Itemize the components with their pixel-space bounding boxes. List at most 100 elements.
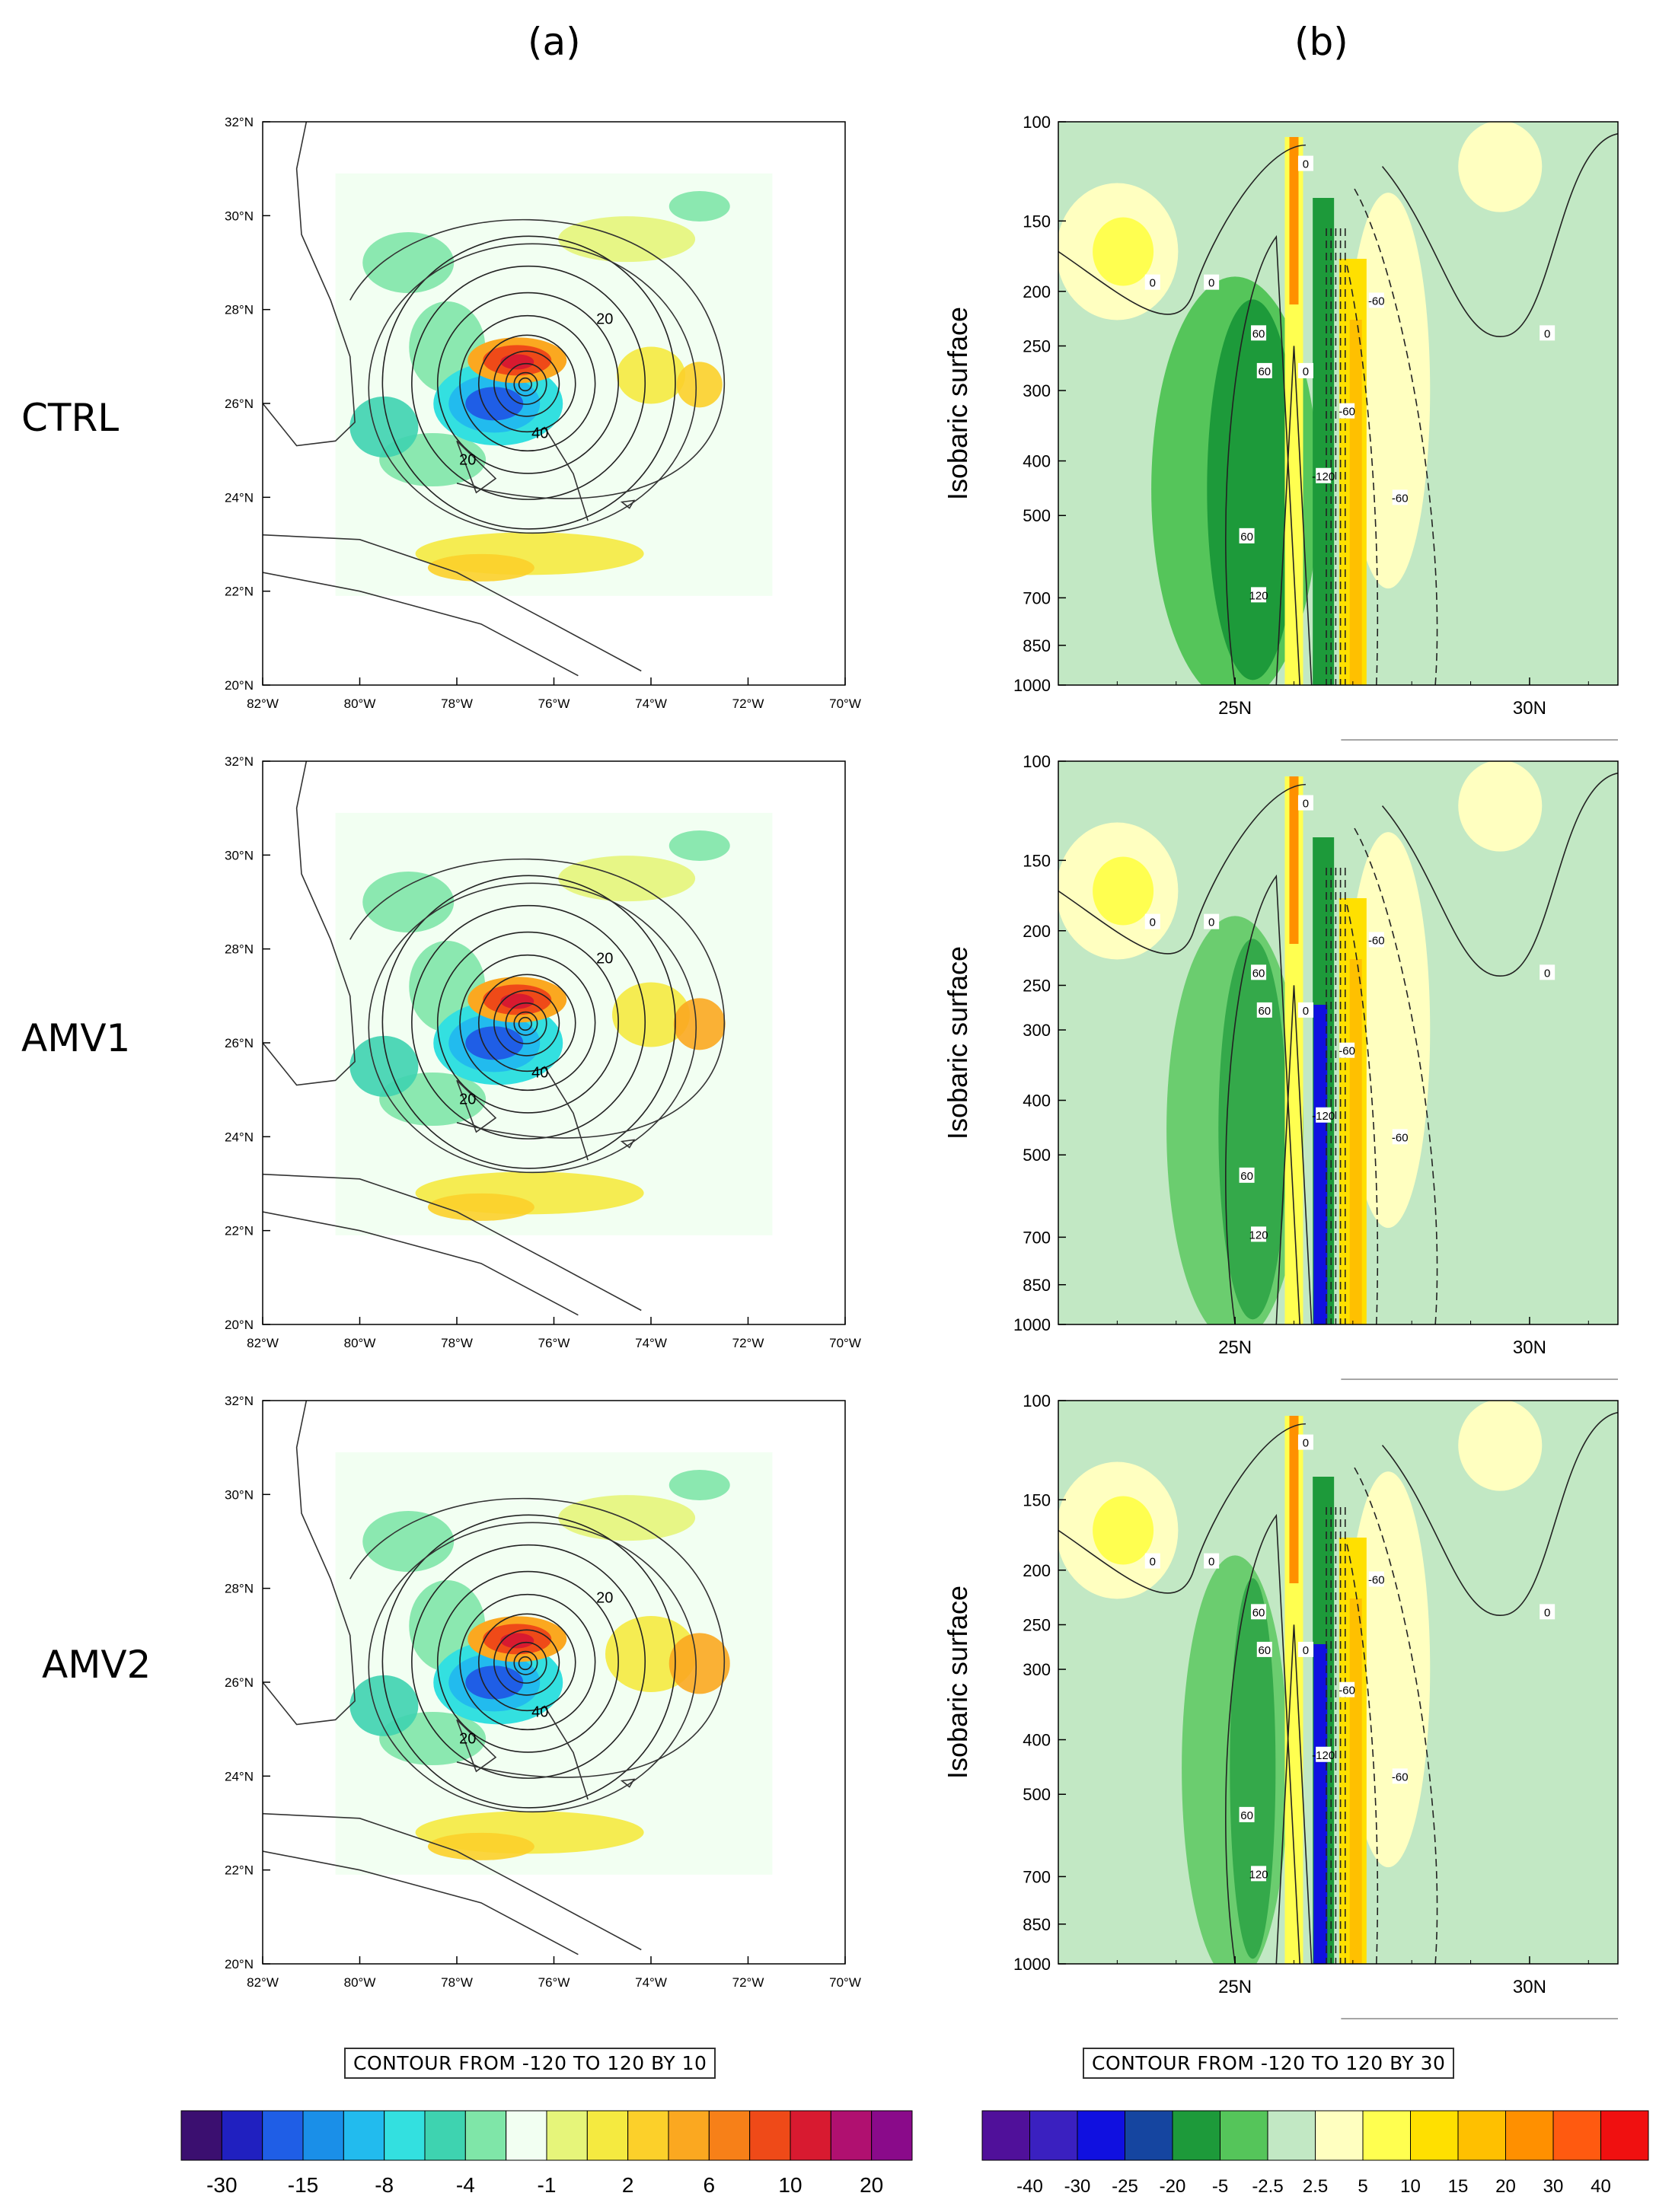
wind-contour xyxy=(368,243,697,534)
cs-frame xyxy=(1058,1400,1619,1965)
cs-band xyxy=(1349,959,1362,1324)
contour-label: 0 xyxy=(1208,277,1214,290)
cs-band xyxy=(1289,137,1299,304)
contour-label: 0 xyxy=(1544,327,1550,340)
contour-label: -120 xyxy=(1312,1110,1335,1123)
x-tick-label: 30N xyxy=(1513,698,1546,719)
contour-label: 0 xyxy=(1150,916,1156,929)
y-tick-label: 30°N xyxy=(225,209,254,223)
florida-coast xyxy=(263,761,356,1086)
x-tick-label: 74°W xyxy=(635,1975,667,1990)
cs-blob xyxy=(1458,122,1543,212)
wind-contour xyxy=(513,1650,538,1675)
x-tick-label: 76°W xyxy=(538,696,570,711)
colorbar-swatch xyxy=(708,2110,751,2161)
contour-label-bg xyxy=(1339,1681,1355,1697)
cuba-coast xyxy=(263,1173,642,1312)
y-tick-label: 150 xyxy=(1023,1490,1051,1509)
y-tick-label: 200 xyxy=(1023,1561,1051,1580)
y-tick-label: 200 xyxy=(1023,282,1051,301)
contour-label: 20 xyxy=(596,311,613,327)
wind-contour xyxy=(505,1641,547,1684)
colorbar-label: -5 xyxy=(1212,2176,1228,2197)
contour-line xyxy=(1225,1513,1301,1964)
contour-label: 120 xyxy=(1249,1229,1268,1241)
wind-contour xyxy=(513,371,538,397)
contour-label-bg xyxy=(1256,362,1272,378)
colorbar-label: 30 xyxy=(1543,2176,1564,2197)
wind-contour xyxy=(411,904,646,1139)
colorbar-swatch xyxy=(424,2110,466,2161)
contour-caption-b: CONTOUR FROM -120 TO 120 BY 30 xyxy=(1083,2048,1455,2079)
colorbar-label: 2.5 xyxy=(1303,2176,1328,2197)
wind-contour xyxy=(349,218,725,499)
contour-label: 20 xyxy=(596,950,613,967)
y-tick-label: 150 xyxy=(1023,212,1051,231)
contour-label: 0 xyxy=(1150,277,1156,290)
contour-label: 0 xyxy=(1303,365,1309,378)
y-tick-label: 700 xyxy=(1023,588,1051,607)
x-tick-label: 70°W xyxy=(829,1975,861,1990)
contour-label-bg xyxy=(1144,274,1160,290)
y-tick-label: 28°N xyxy=(225,303,254,317)
contour-label-bg xyxy=(1256,1641,1272,1657)
y-tick-label: 150 xyxy=(1023,851,1051,870)
colorbar-label: 10 xyxy=(1400,2176,1421,2197)
colorbar-swatch xyxy=(1029,2110,1078,2161)
contour-label-bg xyxy=(1251,587,1267,603)
colorbar-swatch xyxy=(1410,2110,1459,2161)
contour-label-bg xyxy=(1144,913,1160,929)
x-tick-label: 25N xyxy=(1218,1977,1252,1997)
y-tick-label: 30°N xyxy=(225,1487,254,1502)
wind-contour xyxy=(459,954,596,1092)
wind-contour xyxy=(518,1656,532,1671)
contour-line-dashed xyxy=(1352,824,1438,1324)
cs-contours xyxy=(1058,1411,1618,1964)
contour-label: 20 xyxy=(459,1730,476,1747)
x-tick-label: 78°W xyxy=(441,1336,473,1350)
contour-line xyxy=(1381,1411,1618,1616)
colorbar-swatch xyxy=(790,2110,831,2161)
x-tick-label: 80°W xyxy=(344,1336,376,1350)
contour-line xyxy=(1058,1423,1306,1594)
colorbar-label: 2 xyxy=(622,2173,634,2197)
colorbar-label: 6 xyxy=(704,2173,716,2197)
colorbar-swatch xyxy=(1172,2110,1220,2161)
colorbar-swatch xyxy=(302,2110,344,2161)
contour-label-bg xyxy=(1540,325,1555,341)
contour-label: 60 xyxy=(1252,1606,1265,1619)
contour-label: -60 xyxy=(1392,1131,1409,1144)
cs-band xyxy=(1313,1644,1328,1964)
contour-label-bg xyxy=(1239,1167,1255,1183)
field-blob xyxy=(349,1675,419,1736)
colorbar-swatch xyxy=(1457,2110,1506,2161)
contour-label: 40 xyxy=(531,425,548,441)
contour-label: 0 xyxy=(1303,158,1309,171)
colorbar-swatch xyxy=(464,2110,507,2161)
small-island xyxy=(620,499,636,509)
y-axis-label: Isobaric surface xyxy=(942,946,973,1139)
contour-label: 60 xyxy=(1240,1809,1253,1822)
cs-frame xyxy=(1058,121,1619,686)
y-tick-label: 200 xyxy=(1023,922,1051,941)
contour-label-bg xyxy=(1239,1806,1255,1822)
contour-label: -60 xyxy=(1368,295,1385,308)
x-tick-label: 80°W xyxy=(344,1975,376,1990)
colorbar-label: 40 xyxy=(1591,2176,1611,2197)
contour-label: 60 xyxy=(1240,531,1253,543)
colorbar-swatch xyxy=(1552,2110,1601,2161)
cs-band xyxy=(1289,1416,1299,1583)
y-tick-label: 100 xyxy=(1023,113,1051,132)
field-blob xyxy=(500,1633,534,1649)
wind-contour xyxy=(411,1544,646,1779)
coastlines xyxy=(263,1401,642,1955)
field-blob xyxy=(612,982,690,1047)
contour-label-bg xyxy=(1316,1746,1332,1762)
field-blob xyxy=(676,362,723,408)
y-tick-label: 20°N xyxy=(225,1957,254,1971)
y-tick-label: 850 xyxy=(1023,1276,1051,1295)
field-blob xyxy=(465,387,524,421)
colorbar-swatch xyxy=(830,2110,873,2161)
contour-label: -60 xyxy=(1339,1684,1355,1697)
